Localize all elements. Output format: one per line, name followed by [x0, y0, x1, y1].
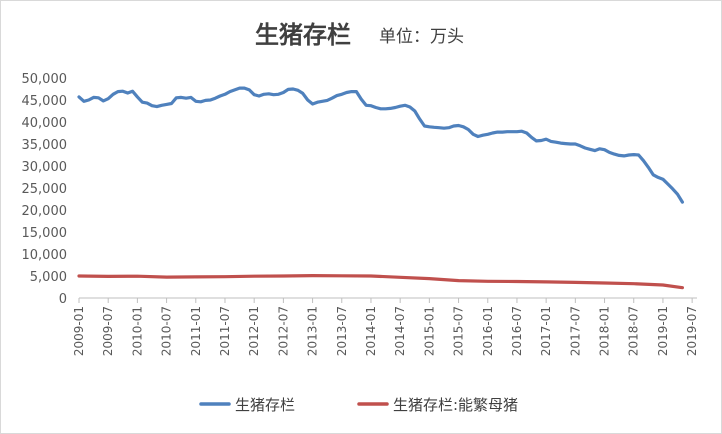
- x-tick-label: 2012-07: [276, 306, 290, 356]
- legend-label: 生猪存栏: [235, 396, 295, 414]
- series-line-2: [77, 274, 684, 290]
- y-tick-label: 15,000: [22, 226, 68, 241]
- chart-title-group: 生猪存栏 单位：万头: [255, 20, 464, 49]
- y-tick-label: 25,000: [22, 182, 68, 197]
- x-tick-label: 2018-07: [627, 306, 641, 356]
- x-tick-label: 2009-07: [101, 306, 115, 356]
- y-tick-label: 35,000: [22, 138, 68, 153]
- x-tick-label: 2013-01: [306, 306, 320, 356]
- x-tick-label: 2015-07: [452, 306, 466, 356]
- x-tick-label: 2010-07: [160, 306, 174, 356]
- x-tick-label: 2019-01: [656, 306, 670, 356]
- y-tick-label: 30,000: [22, 160, 68, 175]
- x-tick-label: 2010-01: [130, 306, 144, 356]
- series-line-1: [77, 86, 684, 204]
- y-tick-label: 50,000: [22, 72, 68, 87]
- series-layer: [77, 86, 684, 290]
- x-tick-label: 2017-07: [568, 306, 582, 356]
- x-tick-label: 2013-07: [335, 306, 349, 356]
- x-tick-label: 2018-01: [598, 306, 612, 356]
- y-tick-label: 45,000: [22, 94, 68, 109]
- y-tick-label: 10,000: [22, 248, 68, 263]
- x-tick-label: 2009-01: [72, 306, 86, 356]
- x-tick-label: 2014-07: [393, 306, 407, 356]
- chart-title: 生猪存栏: [255, 20, 351, 49]
- x-tick-label: 2017-01: [539, 306, 553, 356]
- chart-subtitle: 单位：万头: [379, 27, 464, 47]
- x-tick-label: 2015-01: [422, 306, 436, 356]
- x-tick-label: 2011-07: [218, 306, 232, 356]
- x-tick-label: 2012-01: [247, 306, 261, 356]
- x-tick-label: 2014-01: [364, 306, 378, 356]
- x-tick-label: 2011-01: [189, 306, 203, 356]
- y-tick-label: 20,000: [22, 204, 68, 219]
- x-tick-label: 2016-07: [510, 306, 524, 356]
- x-axis: 2009-01 2009-07 2010-01 2010-07 2011-01 2011-…: [72, 297, 699, 356]
- x-tick-label: 2016-01: [481, 306, 495, 356]
- y-tick-label: 40,000: [22, 116, 68, 131]
- x-tick-label: 2019-07: [685, 306, 699, 356]
- y-axis: 0 5,000 10,000 15,000 20,000 25,000 30,000 35,0…: [22, 72, 68, 307]
- y-tick-label: 5,000: [30, 270, 67, 285]
- legend-label: 生猪存栏:能繁母猪: [393, 396, 518, 414]
- legend: 生猪存栏 生猪存栏:能繁母猪: [199, 396, 518, 414]
- y-tick-label: 0: [59, 292, 67, 307]
